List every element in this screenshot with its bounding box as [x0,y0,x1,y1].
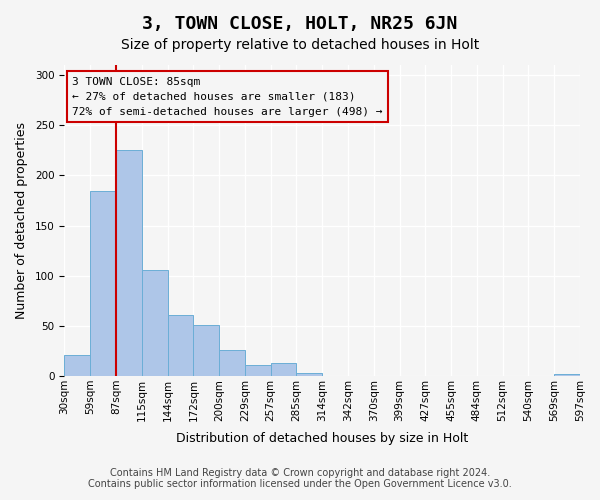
Bar [90,192,116,376]
Bar [296,373,322,376]
Text: Contains HM Land Registry data © Crown copyright and database right 2024.: Contains HM Land Registry data © Crown c… [110,468,490,477]
Bar [554,374,580,376]
Bar [271,363,296,376]
X-axis label: Distribution of detached houses by size in Holt: Distribution of detached houses by size … [176,432,469,445]
Text: Size of property relative to detached houses in Holt: Size of property relative to detached ho… [121,38,479,52]
Bar [167,315,193,376]
Text: 3, TOWN CLOSE, HOLT, NR25 6JN: 3, TOWN CLOSE, HOLT, NR25 6JN [142,15,458,33]
Bar [219,350,245,376]
Bar [64,355,90,376]
Bar [116,150,142,376]
Bar [245,365,271,376]
Text: Contains public sector information licensed under the Open Government Licence v3: Contains public sector information licen… [88,479,512,489]
Text: 3 TOWN CLOSE: 85sqm
← 27% of detached houses are smaller (183)
72% of semi-detac: 3 TOWN CLOSE: 85sqm ← 27% of detached ho… [72,77,383,116]
Bar [142,270,167,376]
Bar [193,325,219,376]
Y-axis label: Number of detached properties: Number of detached properties [15,122,28,319]
